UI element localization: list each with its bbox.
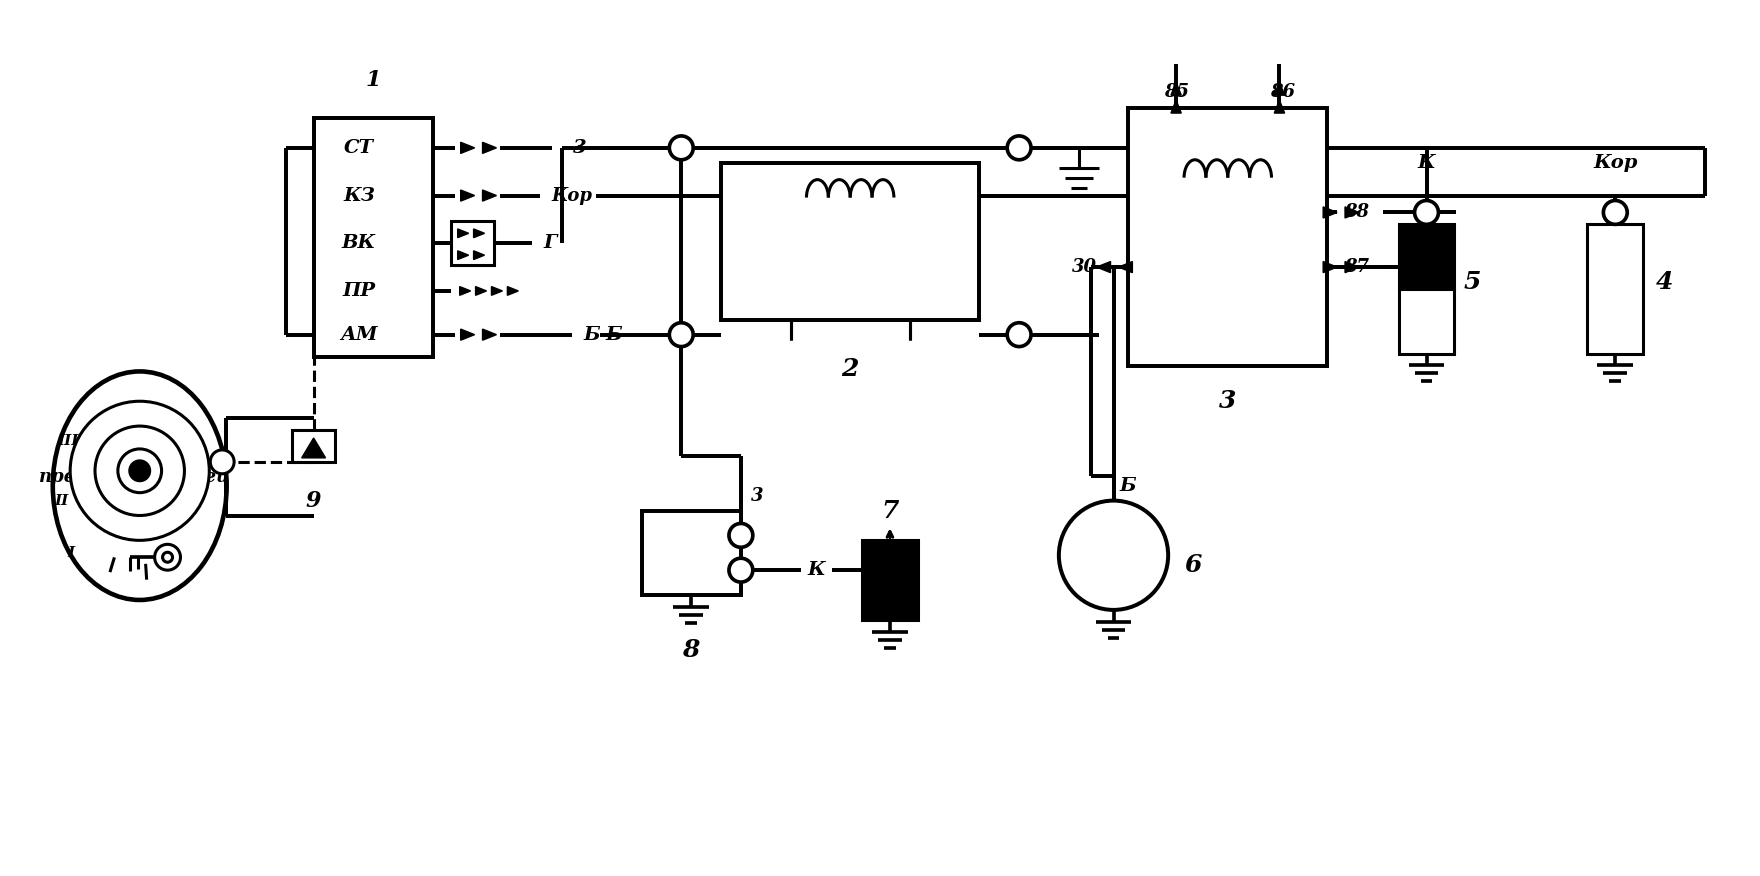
Bar bbox=[1588, 224, 1644, 354]
Text: Б: Б bbox=[584, 326, 600, 343]
Polygon shape bbox=[491, 286, 502, 295]
Text: КЗ: КЗ bbox=[343, 187, 375, 205]
Bar bbox=[1399, 224, 1454, 289]
Circle shape bbox=[130, 461, 150, 481]
Text: 3: 3 bbox=[750, 487, 764, 505]
Text: 3: 3 bbox=[574, 139, 586, 157]
Text: Г: Г bbox=[544, 234, 556, 252]
Text: 86: 86 bbox=[1271, 83, 1295, 102]
Polygon shape bbox=[1274, 82, 1285, 95]
Text: ПР: ПР bbox=[343, 282, 375, 300]
Polygon shape bbox=[473, 229, 484, 237]
Text: М: М bbox=[1100, 543, 1128, 568]
Polygon shape bbox=[475, 286, 486, 295]
Polygon shape bbox=[1096, 262, 1111, 272]
Bar bbox=[1399, 289, 1454, 354]
Circle shape bbox=[729, 524, 753, 548]
Bar bbox=[862, 540, 917, 620]
Circle shape bbox=[118, 449, 162, 492]
Bar bbox=[722, 163, 979, 320]
Polygon shape bbox=[1324, 207, 1338, 218]
Text: 88: 88 bbox=[1345, 203, 1369, 222]
Text: 87: 87 bbox=[1345, 258, 1369, 276]
Polygon shape bbox=[461, 190, 475, 201]
Text: АМ: АМ bbox=[340, 326, 378, 343]
Text: Кор: Кор bbox=[551, 187, 593, 205]
Circle shape bbox=[209, 450, 234, 474]
Text: 1: 1 bbox=[366, 69, 380, 91]
Circle shape bbox=[1415, 201, 1438, 224]
Polygon shape bbox=[1345, 207, 1359, 218]
Polygon shape bbox=[461, 329, 475, 340]
Circle shape bbox=[1007, 136, 1031, 159]
Polygon shape bbox=[461, 142, 475, 153]
Polygon shape bbox=[1170, 100, 1181, 113]
Text: 6: 6 bbox=[1184, 553, 1202, 577]
Polygon shape bbox=[1274, 100, 1285, 113]
Text: 7: 7 bbox=[882, 498, 899, 523]
Bar bbox=[642, 511, 741, 595]
Polygon shape bbox=[482, 329, 496, 340]
Circle shape bbox=[1060, 500, 1169, 610]
Text: 3: 3 bbox=[1220, 389, 1237, 413]
Text: I: I bbox=[67, 547, 74, 561]
Text: Б: Б bbox=[1119, 477, 1135, 495]
Circle shape bbox=[1603, 201, 1628, 224]
Text: 9: 9 bbox=[306, 490, 322, 512]
Polygon shape bbox=[301, 438, 326, 458]
Text: 8: 8 bbox=[683, 638, 700, 661]
Polygon shape bbox=[458, 251, 468, 259]
Text: 5: 5 bbox=[1464, 270, 1480, 294]
Circle shape bbox=[162, 552, 172, 562]
Text: К панели: К панели bbox=[86, 447, 183, 465]
Ellipse shape bbox=[53, 371, 227, 600]
Text: Б: Б bbox=[605, 326, 621, 343]
Polygon shape bbox=[1170, 82, 1181, 95]
Text: III: III bbox=[58, 434, 79, 448]
Circle shape bbox=[155, 544, 181, 570]
Text: 85: 85 bbox=[1163, 83, 1188, 102]
Bar bbox=[292, 430, 336, 462]
Text: 4: 4 bbox=[1656, 270, 1674, 294]
Polygon shape bbox=[1345, 262, 1359, 272]
Circle shape bbox=[669, 136, 693, 159]
Polygon shape bbox=[482, 142, 496, 153]
Circle shape bbox=[729, 558, 753, 582]
Text: 30: 30 bbox=[1072, 258, 1096, 276]
Bar bbox=[1128, 108, 1327, 366]
Polygon shape bbox=[1324, 262, 1338, 272]
Circle shape bbox=[1007, 322, 1031, 347]
Text: предохранителей: предохранителей bbox=[39, 466, 231, 485]
Text: СТ: СТ bbox=[343, 139, 373, 157]
Polygon shape bbox=[1118, 262, 1132, 272]
Circle shape bbox=[669, 322, 693, 347]
Bar bbox=[313, 118, 433, 357]
Text: Кор: Кор bbox=[1593, 154, 1637, 172]
Polygon shape bbox=[458, 229, 468, 237]
Circle shape bbox=[95, 426, 185, 515]
Text: К: К bbox=[1417, 154, 1436, 172]
Text: К: К bbox=[808, 562, 825, 579]
Text: ВК: ВК bbox=[341, 234, 377, 252]
Polygon shape bbox=[507, 286, 517, 295]
Text: 2: 2 bbox=[841, 357, 859, 381]
Bar bbox=[451, 222, 495, 265]
Circle shape bbox=[70, 401, 209, 540]
Polygon shape bbox=[482, 190, 496, 201]
Polygon shape bbox=[459, 286, 470, 295]
Text: II: II bbox=[55, 493, 69, 507]
Polygon shape bbox=[473, 251, 484, 259]
